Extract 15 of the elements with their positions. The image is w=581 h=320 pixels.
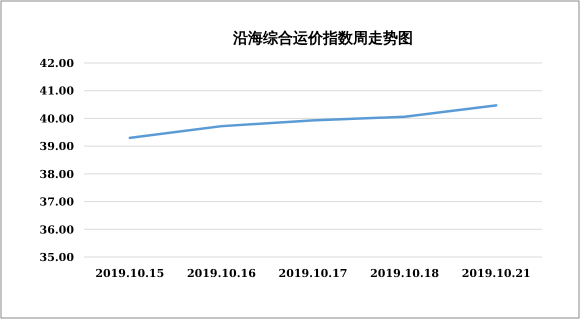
- x-tick-label: 2019.10.15: [95, 267, 164, 280]
- x-tick-label: 2019.10.18: [370, 267, 440, 280]
- y-tick-label: 39.00: [40, 140, 74, 154]
- y-tick-label: 42.00: [40, 57, 74, 70]
- x-tick-label: 2019.10.16: [186, 267, 256, 280]
- y-tick-label: 37.00: [40, 196, 74, 209]
- chart-title: 沿海综合运价指数周走势图: [232, 29, 413, 47]
- line-series: [128, 104, 498, 140]
- y-tick-label: 40.00: [40, 112, 74, 126]
- y-tick-label: 35.00: [40, 251, 74, 264]
- y-tick-label: 38.00: [40, 168, 74, 181]
- x-tick-label: 2019.10.17: [278, 267, 348, 280]
- x-tick-label: 2019.10.21: [462, 267, 531, 280]
- y-tick-label: 36.00: [40, 223, 74, 236]
- y-tick-label: 41.00: [40, 84, 74, 98]
